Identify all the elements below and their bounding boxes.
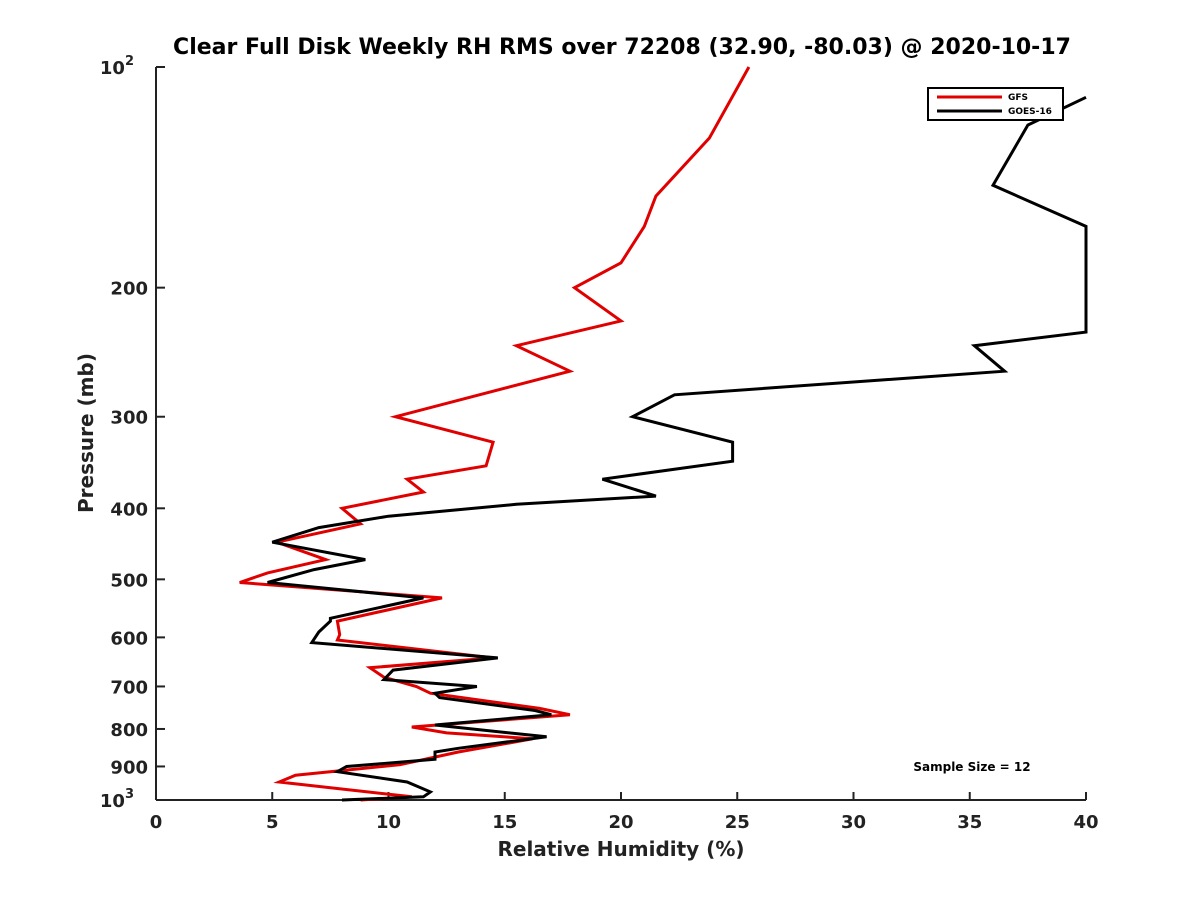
legend-box bbox=[927, 87, 1064, 121]
series-line-gfs bbox=[239, 66, 751, 802]
sample-size-note: Sample Size = 12 bbox=[913, 760, 1030, 774]
x-tick-label: 15 bbox=[492, 812, 517, 833]
y-tick-label: 500 bbox=[110, 570, 148, 591]
y-axis-label: Pressure (mb) bbox=[74, 353, 98, 513]
y-tick-label: 400 bbox=[110, 499, 148, 520]
x-tick-label: 25 bbox=[725, 812, 750, 833]
x-tick-label: 0 bbox=[150, 812, 163, 833]
x-tick-label: 5 bbox=[266, 812, 279, 833]
x-tick-label: 20 bbox=[608, 812, 633, 833]
x-tick-label: 35 bbox=[957, 812, 982, 833]
x-axis: 0 5 10 15 20 25 30 35 40 bbox=[150, 792, 1099, 833]
x-tick-label: 10 bbox=[376, 812, 401, 833]
x-tick-label: 30 bbox=[841, 812, 866, 833]
series-line-goes-16 bbox=[267, 95, 1088, 802]
y-tick-base: 10 bbox=[100, 791, 125, 812]
y-tick-exponent: 3 bbox=[125, 787, 134, 802]
y-tick-label: 700 bbox=[110, 677, 148, 698]
y-tick-exponent: 2 bbox=[125, 54, 134, 69]
x-tick-label: 40 bbox=[1073, 812, 1098, 833]
y-tick-label: 600 bbox=[110, 628, 148, 649]
series-group bbox=[239, 66, 1088, 802]
legend-label-goes-16: GOES-16 bbox=[1008, 107, 1052, 117]
chart-title: Clear Full Disk Weekly RH RMS over 72208… bbox=[173, 35, 1071, 60]
y-tick-label: 102 bbox=[100, 54, 134, 79]
legend-label-gfs: GFS bbox=[1008, 93, 1028, 103]
y-tick-label: 103 bbox=[100, 787, 134, 812]
y-tick-label: 900 bbox=[110, 757, 148, 778]
y-tick-label: 300 bbox=[110, 408, 148, 429]
x-axis-label: Relative Humidity (%) bbox=[497, 837, 744, 861]
y-tick-label: 200 bbox=[110, 279, 148, 300]
y-tick-label: 800 bbox=[110, 720, 148, 741]
y-tick-base: 10 bbox=[100, 58, 125, 79]
legend: GFS GOES-16 bbox=[927, 87, 1064, 121]
